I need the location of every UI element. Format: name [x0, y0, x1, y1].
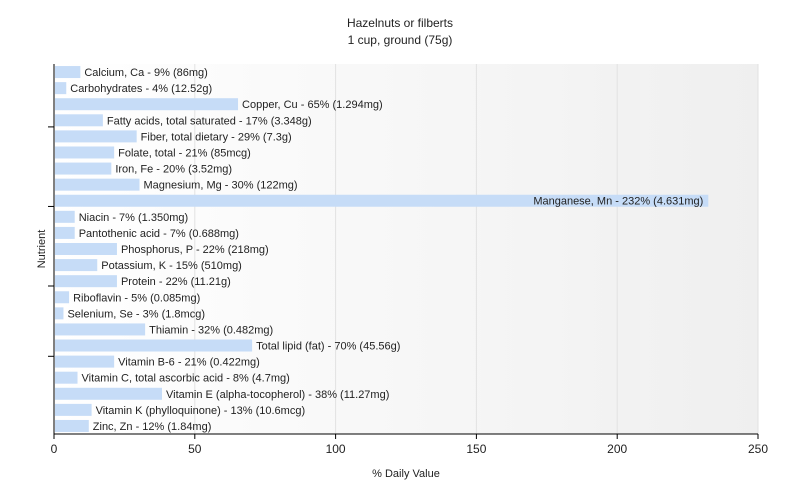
bar-label: Vitamin E (alpha-tocopherol) - 38% (11.2…: [166, 389, 389, 401]
bar: [55, 130, 137, 143]
bar-label: Potassium, K - 15% (510mg): [101, 260, 242, 272]
bar-label: Folate, total - 21% (85mcg): [118, 147, 251, 159]
bar: [55, 146, 115, 159]
chart-subtitle: 1 cup, ground (75g): [348, 33, 453, 47]
bar-label: Vitamin C, total ascorbic acid - 8% (4.7…: [82, 373, 290, 385]
bar-label: Fiber, total dietary - 29% (7.3g): [141, 131, 292, 143]
x-tick-label: 150: [466, 442, 486, 456]
bar: [55, 98, 239, 111]
bar: [55, 82, 67, 95]
bar: [55, 323, 146, 336]
x-tick-label: 100: [326, 442, 346, 456]
bar-label: Manganese, Mn - 232% (4.631mg): [533, 196, 703, 208]
bar: [55, 419, 89, 432]
bar: [55, 339, 253, 352]
bar: [55, 210, 75, 223]
grid-lines: [194, 64, 759, 434]
bars: [55, 66, 709, 432]
bar: [55, 243, 117, 255]
bar-labels: Calcium, Ca - 9% (86mg) Carbohydrates - 4…: [67, 67, 703, 433]
bar-label: Riboflavin - 5% (0.085mg): [73, 292, 200, 304]
bar: [55, 162, 112, 175]
bar-label: Total lipid (fat) - 70% (45.56g): [256, 341, 400, 353]
bar: [55, 114, 103, 127]
bar-label: Protein - 22% (11.21g): [121, 276, 231, 288]
x-tick-label: 50: [188, 442, 202, 456]
bar-label: Pantothenic acid - 7% (0.688mg): [79, 228, 239, 240]
bar-label: Vitamin K (phylloquinone) - 13% (10.6mcg…: [96, 405, 306, 417]
bar-label: Copper, Cu - 65% (1.294mg): [242, 99, 383, 111]
bar: [55, 291, 70, 304]
bar: [55, 307, 64, 320]
bar-label: Iron, Fe - 20% (3.52mg): [115, 164, 232, 176]
bar-label: Vitamin B-6 - 21% (0.422mg): [118, 357, 260, 369]
bar: [55, 226, 75, 239]
bar-label: Phosphorus, P - 22% (218mg): [121, 244, 269, 256]
bar-label: Carbohydrates - 4% (12.52g): [70, 83, 212, 95]
bar-label: Selenium, Se - 3% (1.8mcg): [67, 308, 205, 320]
bar-label: Calcium, Ca - 9% (86mg): [84, 67, 207, 79]
x-tick-label: 200: [607, 442, 627, 456]
bar: [55, 178, 140, 191]
x-axis-ticks: 0 50 100 150 200 250: [51, 434, 768, 456]
y-axis-ticks: [48, 126, 54, 357]
bar: [55, 66, 81, 79]
bar: [55, 355, 115, 368]
y-axis-label: Nutrient: [36, 230, 48, 269]
plot-background: [54, 64, 758, 434]
bar-label: Fatty acids, total saturated - 17% (3.34…: [107, 115, 312, 127]
chart-title: Hazelnuts or filberts: [347, 16, 453, 30]
bar: [55, 275, 117, 288]
bar: [55, 194, 709, 207]
bar-label: Magnesium, Mg - 30% (122mg): [143, 180, 297, 192]
bar-label: Niacin - 7% (1.350mg): [79, 212, 188, 224]
bar: [55, 387, 163, 400]
bar-label: Thiamin - 32% (0.482mg): [149, 324, 273, 336]
bar: [55, 403, 92, 416]
x-tick-label: 250: [748, 442, 768, 456]
x-axis-label: % Daily Value: [372, 468, 440, 480]
bar: [55, 259, 98, 272]
bar: [55, 371, 78, 384]
bar-label: Zinc, Zn - 12% (1.84mg): [93, 421, 212, 433]
x-tick-label: 0: [51, 442, 58, 456]
